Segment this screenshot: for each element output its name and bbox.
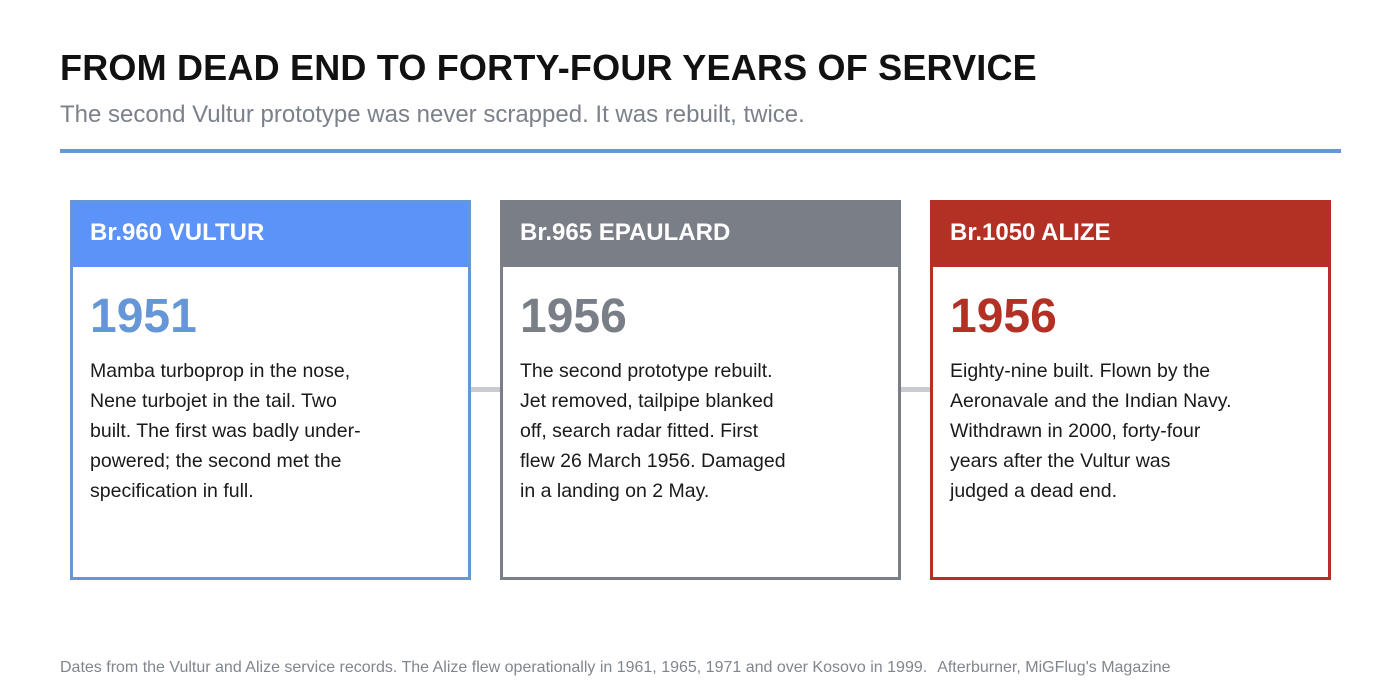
page-subtitle: The second Vultur prototype was never sc… (60, 100, 805, 130)
stage-card-header: Br.960 VULTUR (73, 203, 468, 267)
description-line: built. The first was badly under- (90, 416, 400, 446)
description-line: off, search radar fitted. First (520, 416, 830, 446)
description-line: Jet removed, tailpipe blanked (520, 386, 830, 416)
stage-card-epaulard: Br.965 EPAULARD 1956 The second prototyp… (500, 200, 901, 580)
description-line: flew 26 March 1956. Damaged (520, 446, 830, 476)
description-line: in a landing on 2 May. (520, 476, 830, 506)
footer-note: Dates from the Vultur and Alize service … (60, 658, 1171, 678)
stage-card-description: Eighty-nine built. Flown by the Aeronava… (950, 356, 1260, 506)
stage-card-header: Br.1050 ALIZE (933, 203, 1328, 267)
description-line: Withdrawn in 2000, forty-four (950, 416, 1260, 446)
description-line: Aeronavale and the Indian Navy. (950, 386, 1260, 416)
stage-card-year: 1951 (90, 289, 197, 345)
description-line: years after the Vultur was (950, 446, 1260, 476)
description-line: Mamba turboprop in the nose, (90, 356, 400, 386)
stage-card-year: 1956 (520, 289, 627, 345)
stage-card-description: The second prototype rebuilt. Jet remove… (520, 356, 830, 506)
footer-note-text: Dates from the Vultur and Alize service … (60, 659, 927, 676)
stage-card-description: Mamba turboprop in the nose, Nene turboj… (90, 356, 400, 506)
stage-card-alize: Br.1050 ALIZE 1956 Eighty-nine built. Fl… (930, 200, 1331, 580)
description-line: powered; the second met the (90, 446, 400, 476)
stage-card-vultur: Br.960 VULTUR 1951 Mamba turboprop in th… (70, 200, 471, 580)
description-line: The second prototype rebuilt. (520, 356, 830, 386)
footer-source: Afterburner, MiGFlug's Magazine (937, 659, 1170, 676)
page-title: FROM DEAD END TO FORTY-FOUR YEARS OF SER… (60, 46, 1037, 90)
description-line: Nene turbojet in the tail. Two (90, 386, 400, 416)
description-line: judged a dead end. (950, 476, 1260, 506)
title-divider (60, 149, 1341, 153)
stage-card-year: 1956 (950, 289, 1057, 345)
description-line: specification in full. (90, 476, 400, 506)
stage-card-header: Br.965 EPAULARD (503, 203, 898, 267)
description-line: Eighty-nine built. Flown by the (950, 356, 1260, 386)
